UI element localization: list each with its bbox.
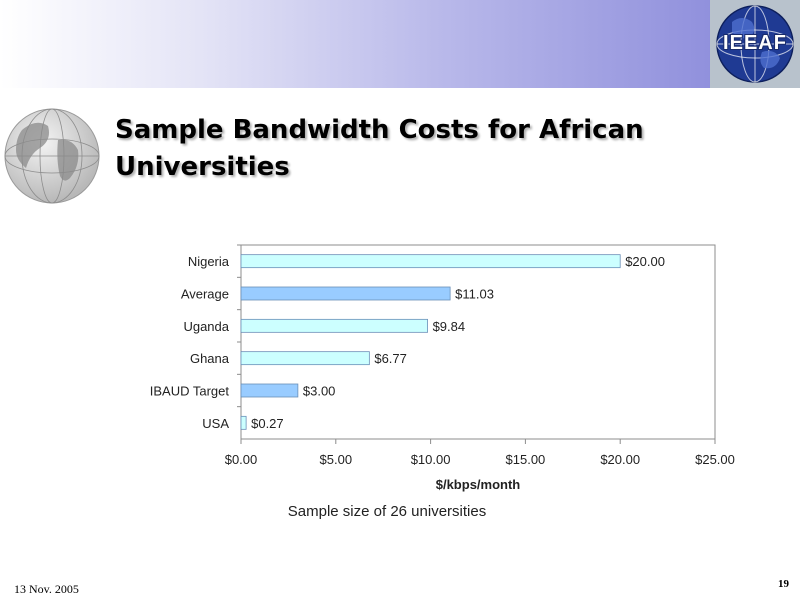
data-label: $3.00	[303, 384, 336, 399]
bar-average	[240, 286, 451, 301]
page-number: 19	[778, 578, 789, 590]
data-label: $0.27	[251, 416, 284, 431]
header-banner	[0, 0, 800, 88]
category-label: Ghana	[190, 351, 230, 366]
data-label: $9.84	[433, 319, 466, 334]
footer-date: 13 Nov. 2005	[14, 582, 79, 596]
bar-ibaud-target	[240, 383, 299, 398]
category-label: USA	[202, 416, 229, 431]
data-label: $20.00	[625, 254, 665, 269]
x-tick-label: $15.00	[506, 452, 546, 467]
sample-size-note: Sample size of 26 universities	[288, 503, 486, 520]
x-tick-label: $20.00	[600, 452, 640, 467]
category-label: Nigeria	[188, 254, 230, 269]
bar-usa	[240, 415, 247, 430]
bar-ghana	[240, 351, 370, 366]
globe-logo-icon	[716, 5, 794, 83]
category-label: Average	[181, 287, 229, 302]
ieeaf-logo: IEEAF	[710, 0, 800, 88]
category-label: Uganda	[183, 319, 229, 334]
x-tick-label: $5.00	[320, 452, 353, 467]
data-label: $6.77	[374, 351, 407, 366]
bar-uganda	[240, 318, 428, 333]
logo-text: IEEAF	[723, 32, 787, 54]
x-tick-label: $25.00	[695, 452, 735, 467]
bar-nigeria	[240, 254, 621, 269]
category-label: IBAUD Target	[150, 384, 230, 399]
x-axis-title: $/kbps/month	[436, 477, 521, 492]
x-tick-label: $0.00	[225, 452, 258, 467]
slide-title: Sample Bandwidth Costs for African Unive…	[115, 115, 644, 182]
plot-area	[240, 244, 716, 440]
data-label: $11.03	[455, 287, 494, 302]
x-tick-label: $10.00	[411, 452, 451, 467]
decorative-globe-icon	[4, 108, 100, 204]
